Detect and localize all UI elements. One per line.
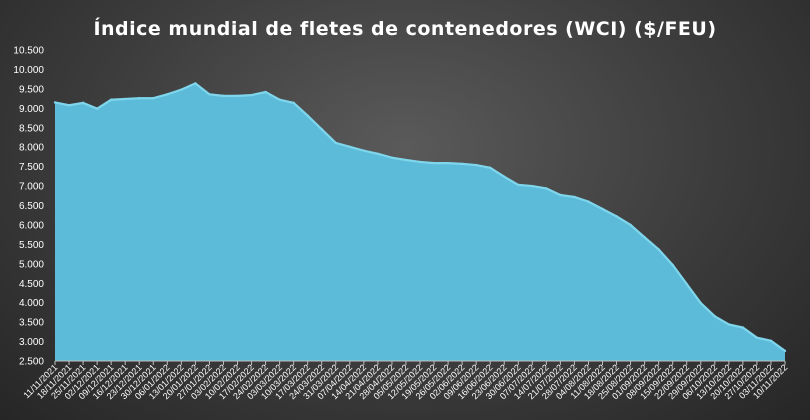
data-point bbox=[109, 98, 113, 101]
data-point bbox=[545, 187, 548, 190]
y-tick-label: 6.500 bbox=[19, 201, 44, 212]
data-point bbox=[222, 94, 225, 98]
data-point bbox=[53, 101, 57, 104]
chart-title: Índice mundial de fletes de contenedores… bbox=[93, 18, 717, 40]
data-point bbox=[671, 263, 674, 267]
data-point bbox=[306, 114, 309, 117]
series-area bbox=[55, 83, 785, 362]
data-point bbox=[517, 183, 520, 187]
y-tick-label: 4.500 bbox=[19, 279, 44, 290]
data-point bbox=[727, 323, 731, 326]
y-tick-label: 10.000 bbox=[13, 65, 44, 76]
y-tick-label: 2.500 bbox=[19, 357, 44, 368]
data-point bbox=[390, 156, 394, 159]
y-tick-label: 9.000 bbox=[19, 104, 44, 115]
data-point bbox=[615, 215, 618, 218]
data-point bbox=[334, 141, 337, 145]
data-point bbox=[152, 97, 155, 100]
data-point bbox=[376, 152, 380, 155]
data-point bbox=[264, 90, 267, 94]
data-point bbox=[418, 160, 422, 164]
x-axis: 11/11/202118/11/202125/11/202102/12/2021… bbox=[21, 360, 789, 401]
y-tick-label: 9.500 bbox=[19, 84, 44, 95]
data-point bbox=[531, 184, 534, 188]
data-point bbox=[404, 158, 408, 162]
data-point bbox=[166, 93, 169, 96]
data-point bbox=[783, 349, 787, 353]
data-point bbox=[123, 97, 127, 101]
data-point bbox=[685, 282, 688, 286]
data-point bbox=[292, 101, 295, 105]
data-point bbox=[138, 97, 141, 100]
data-point bbox=[250, 93, 253, 97]
data-point bbox=[67, 104, 71, 107]
data-point bbox=[446, 161, 450, 165]
y-tick-label: 4.000 bbox=[19, 298, 44, 309]
data-point bbox=[573, 195, 576, 199]
data-point bbox=[180, 88, 183, 91]
data-point bbox=[432, 161, 436, 165]
data-point bbox=[348, 145, 352, 148]
data-point bbox=[601, 207, 604, 211]
y-axis: 2.500 3.000 3.500 4.000 4.500 5.000 5.500 6.000… bbox=[13, 46, 44, 368]
data-point bbox=[208, 93, 211, 96]
y-tick-label: 3.000 bbox=[19, 337, 44, 348]
data-point bbox=[755, 336, 759, 339]
data-point bbox=[194, 82, 197, 85]
y-tick-label: 5.000 bbox=[19, 259, 44, 270]
data-point bbox=[320, 128, 323, 131]
data-point bbox=[503, 175, 506, 178]
data-point bbox=[699, 301, 702, 305]
data-point bbox=[236, 94, 239, 98]
y-tick-label: 8.500 bbox=[19, 123, 44, 134]
y-tick-label: 6.000 bbox=[19, 220, 44, 231]
data-point bbox=[362, 149, 366, 152]
data-point bbox=[488, 166, 492, 169]
area-layer bbox=[53, 82, 787, 362]
y-tick-label: 3.500 bbox=[19, 318, 44, 329]
y-tick-label: 7.500 bbox=[19, 162, 44, 173]
data-point bbox=[741, 326, 745, 329]
data-point bbox=[713, 315, 717, 318]
data-point bbox=[278, 98, 281, 101]
data-point bbox=[657, 248, 660, 251]
data-point bbox=[474, 163, 478, 167]
data-point bbox=[587, 200, 590, 203]
y-tick-label: 7.000 bbox=[19, 182, 44, 193]
data-point bbox=[629, 223, 632, 227]
data-point bbox=[559, 193, 562, 197]
data-point bbox=[769, 339, 773, 342]
y-tick-label: 8.000 bbox=[19, 143, 44, 154]
data-point bbox=[95, 107, 99, 110]
y-tick-label: 5.500 bbox=[19, 240, 44, 251]
data-point bbox=[81, 101, 85, 105]
data-point bbox=[643, 236, 646, 239]
data-point bbox=[460, 162, 464, 166]
y-tick-label: 10.500 bbox=[13, 46, 44, 57]
